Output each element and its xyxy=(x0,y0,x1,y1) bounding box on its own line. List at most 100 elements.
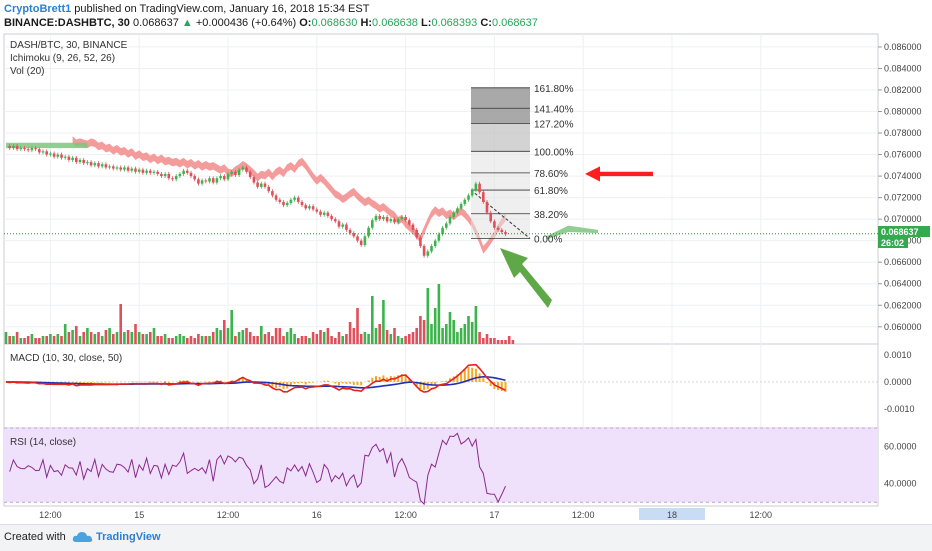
volume-bar xyxy=(8,336,11,344)
volume-bar xyxy=(497,340,500,344)
candle-body xyxy=(493,221,496,227)
trading-chart[interactable]: 161.80%141.40%127.20%100.00%78.60%61.80%… xyxy=(0,32,932,522)
macd-histogram-bar xyxy=(168,382,170,383)
volume-bar xyxy=(345,334,348,344)
candle-body xyxy=(449,217,452,223)
volume-bar xyxy=(486,334,489,344)
volume-bar xyxy=(493,338,496,344)
candle-body xyxy=(94,163,97,165)
price-tick-label: 0.072000 xyxy=(884,193,922,203)
volume-bar xyxy=(467,316,470,344)
volume-bar xyxy=(475,306,478,344)
candle-body xyxy=(316,209,319,211)
candle-body xyxy=(168,174,171,178)
candle-body xyxy=(23,148,26,149)
last-price-value: 0.068637 xyxy=(133,17,179,29)
candle-body xyxy=(271,191,274,195)
candle-body xyxy=(142,170,145,173)
candle-body xyxy=(116,167,119,168)
volume-bar xyxy=(149,332,152,344)
macd-tick-label: -0.0010 xyxy=(884,404,915,414)
candle-body xyxy=(193,176,196,179)
volume-bar xyxy=(238,332,241,344)
volume-bar xyxy=(356,308,359,344)
volume-bar xyxy=(330,336,333,344)
candle-body xyxy=(179,174,182,176)
macd-histogram-bar xyxy=(72,382,74,383)
candle-body xyxy=(205,180,208,181)
volume-bar xyxy=(193,338,196,344)
macd-histogram-bar xyxy=(301,382,303,383)
volume-bar xyxy=(153,328,156,344)
candle-body xyxy=(249,172,252,177)
high-label: H: xyxy=(360,17,372,29)
macd-histogram-bar xyxy=(98,382,100,383)
volume-bar xyxy=(53,336,56,344)
volume-bar xyxy=(205,336,208,344)
candle-body xyxy=(79,160,82,162)
volume-bar xyxy=(456,332,459,344)
candle-body xyxy=(182,171,185,174)
open-label: O: xyxy=(299,17,311,29)
last-price-tag: 0.068637 26:02 xyxy=(878,226,930,248)
ichimoku-legend: Ichimoku (9, 26, 52, 26) xyxy=(10,53,115,64)
volume-bar xyxy=(105,330,108,344)
candle-body xyxy=(108,166,111,167)
volume-bar xyxy=(501,340,504,344)
candle-body xyxy=(275,195,278,199)
candle-body xyxy=(360,241,363,245)
candle-body xyxy=(408,220,411,224)
volume-bar xyxy=(197,334,200,344)
candle-body xyxy=(301,202,304,205)
candle-body xyxy=(260,184,263,187)
volume-bar xyxy=(138,332,141,344)
volume-bar xyxy=(327,328,330,344)
author-link[interactable]: CryptoBrett1 xyxy=(4,3,71,15)
volume-bar xyxy=(86,328,89,344)
candle-body xyxy=(134,169,137,172)
candle-body xyxy=(101,164,104,166)
candle-body xyxy=(382,217,385,219)
volume-bar xyxy=(5,332,8,344)
low-label: L: xyxy=(421,17,431,29)
candle-body xyxy=(304,205,307,208)
candle-body xyxy=(16,146,19,149)
volume-bar xyxy=(242,330,245,344)
candle-body xyxy=(475,184,478,190)
macd-histogram-bar xyxy=(486,382,488,383)
volume-bar xyxy=(94,334,97,344)
candle-body xyxy=(467,195,470,199)
macd-histogram-bar xyxy=(297,382,299,383)
volume-bar xyxy=(323,332,326,344)
price-tick-label: 0.082000 xyxy=(884,85,922,95)
volume-bar xyxy=(441,328,444,344)
footer: Created with TradingView xyxy=(0,524,932,551)
candle-body xyxy=(253,177,256,182)
symbol-line: BINANCE:DASHBTC, 30 xyxy=(4,17,130,29)
volume-bar xyxy=(127,330,130,344)
candle-body xyxy=(171,178,174,179)
candle-body xyxy=(279,200,282,202)
candle-body xyxy=(42,151,45,152)
candle-body xyxy=(375,216,378,220)
macd-histogram-bar xyxy=(305,382,307,385)
volume-bar xyxy=(208,336,211,344)
price-tick-label: 0.064000 xyxy=(884,279,922,289)
macd-histogram-bar xyxy=(83,382,85,383)
candle-body xyxy=(145,171,148,173)
volume-bar xyxy=(267,332,270,344)
candle-body xyxy=(282,202,285,205)
candle-body xyxy=(430,246,433,251)
time-tick-label: 12:00 xyxy=(217,510,240,520)
macd-histogram-bar xyxy=(164,381,166,382)
volume-bar xyxy=(464,324,467,344)
tradingview-brand[interactable]: TradingView xyxy=(96,531,161,543)
candle-body xyxy=(212,178,215,182)
volume-bar xyxy=(256,336,259,344)
volume-bar xyxy=(438,284,441,344)
volume-bar xyxy=(334,338,337,344)
rsi-legend: RSI (14, close) xyxy=(10,437,76,448)
volume-bar xyxy=(112,334,115,344)
volume-bar xyxy=(171,338,174,344)
